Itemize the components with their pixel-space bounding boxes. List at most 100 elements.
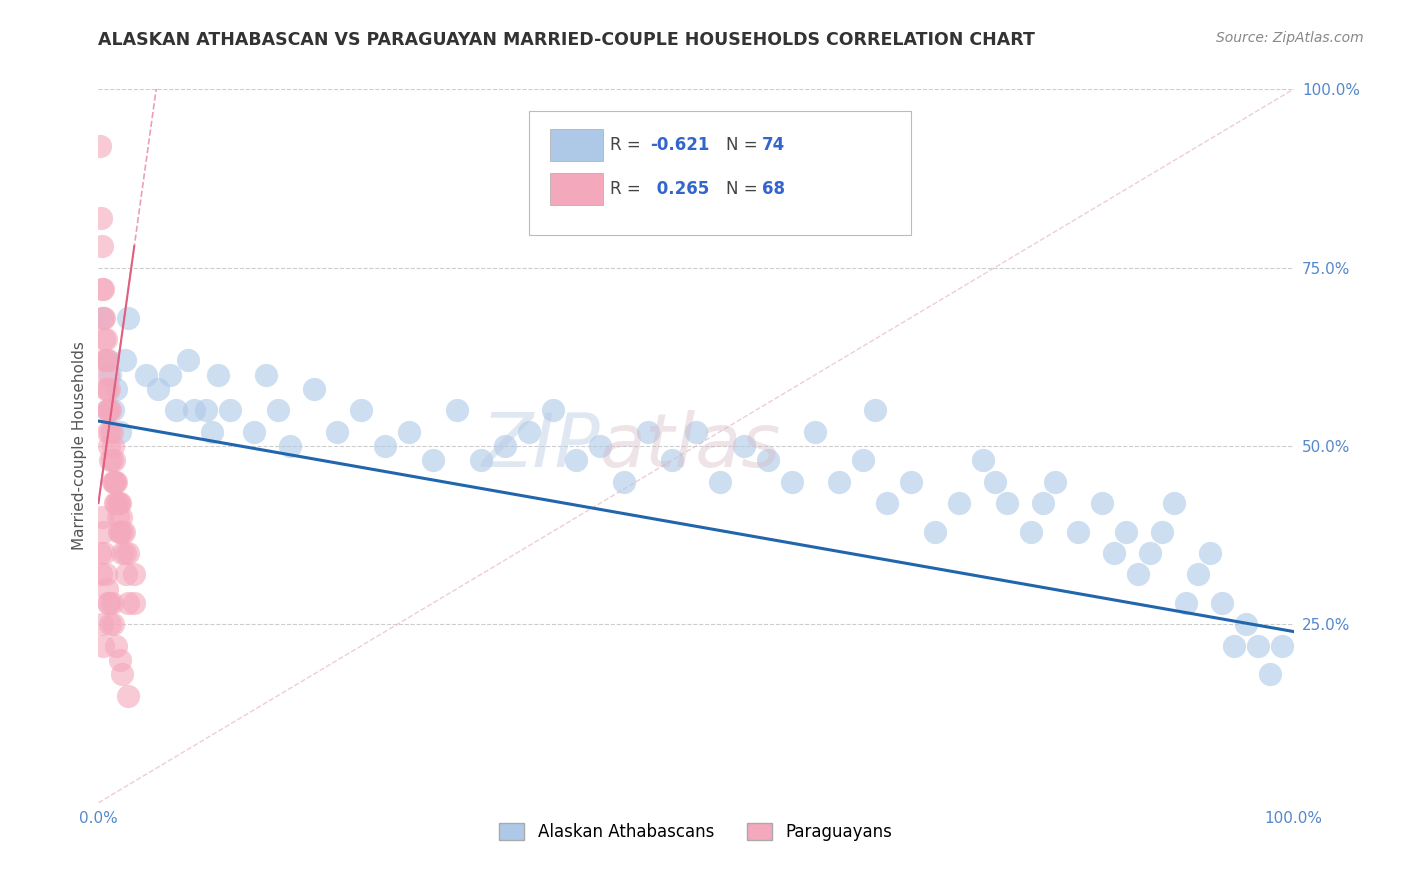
Text: ZIP: ZIP (482, 410, 600, 482)
Point (98, 439, 121, 453)
Point (207, 368, 229, 382)
Point (1271, 639, 1294, 653)
Point (900, 475, 922, 489)
Text: N =: N = (725, 136, 762, 153)
Point (114, 353, 136, 368)
Point (105, 639, 128, 653)
Point (1043, 475, 1066, 489)
Point (100, 425, 122, 439)
Point (117, 310, 139, 325)
Point (398, 425, 420, 439)
Point (98, 596, 121, 610)
Point (278, 439, 301, 453)
Point (93, 353, 115, 368)
Point (183, 403, 205, 417)
Point (1139, 546, 1161, 560)
Point (1152, 524, 1174, 539)
Point (661, 453, 683, 467)
Point (91, 239, 114, 253)
Point (201, 425, 224, 439)
Point (94, 567, 117, 582)
Point (924, 524, 946, 539)
Point (108, 653, 131, 667)
Point (135, 368, 157, 382)
Point (93, 332, 115, 346)
Point (115, 567, 138, 582)
Text: Source: ZipAtlas.com: Source: ZipAtlas.com (1216, 31, 1364, 45)
Point (108, 496, 131, 510)
Point (159, 368, 181, 382)
Point (148, 382, 170, 396)
Point (1258, 667, 1281, 681)
Point (243, 425, 266, 439)
Point (111, 667, 134, 681)
Point (1067, 524, 1090, 539)
Point (104, 496, 127, 510)
Point (984, 475, 1007, 489)
Point (112, 524, 135, 539)
Point (1104, 546, 1126, 560)
Point (780, 475, 803, 489)
Point (446, 403, 468, 417)
Point (111, 546, 134, 560)
Point (541, 403, 564, 417)
Point (804, 425, 827, 439)
Point (110, 510, 132, 524)
Text: 0.265: 0.265 (651, 180, 709, 198)
Point (1091, 496, 1114, 510)
Point (948, 496, 970, 510)
Point (91, 282, 114, 296)
FancyBboxPatch shape (529, 111, 911, 235)
FancyBboxPatch shape (550, 173, 603, 205)
Point (756, 453, 779, 467)
Point (972, 453, 994, 467)
Point (89, 546, 111, 560)
Point (852, 453, 875, 467)
Point (565, 453, 588, 467)
Point (91, 639, 114, 653)
Point (1223, 639, 1246, 653)
Point (267, 403, 290, 417)
Point (91, 524, 114, 539)
Point (103, 475, 125, 489)
Point (107, 510, 129, 524)
Point (589, 439, 612, 453)
Point (733, 439, 755, 453)
Point (1163, 496, 1185, 510)
Point (101, 403, 124, 417)
Point (97, 403, 120, 417)
Point (828, 475, 851, 489)
Point (108, 425, 131, 439)
Point (709, 475, 731, 489)
Point (96, 382, 118, 396)
Text: 74: 74 (762, 136, 785, 153)
Text: R =: R = (610, 136, 645, 153)
Point (865, 403, 887, 417)
Point (103, 453, 125, 467)
Point (195, 403, 218, 417)
Point (101, 475, 124, 489)
Point (91, 310, 114, 325)
Point (98, 617, 122, 632)
Point (114, 546, 136, 560)
Point (1187, 567, 1209, 582)
Point (111, 524, 134, 539)
Y-axis label: Married-couple Households: Married-couple Households (72, 342, 87, 550)
Point (96, 353, 118, 368)
Point (117, 596, 139, 610)
Point (219, 403, 242, 417)
Point (93, 546, 115, 560)
Point (93, 310, 115, 325)
Point (91, 310, 114, 325)
Point (876, 496, 898, 510)
Point (96, 582, 118, 596)
Point (1032, 496, 1054, 510)
Point (105, 496, 128, 510)
Point (117, 546, 139, 560)
Text: atlas: atlas (600, 410, 782, 482)
Point (97, 596, 120, 610)
Point (494, 439, 516, 453)
Point (165, 403, 187, 417)
Point (100, 453, 122, 467)
Point (105, 475, 128, 489)
